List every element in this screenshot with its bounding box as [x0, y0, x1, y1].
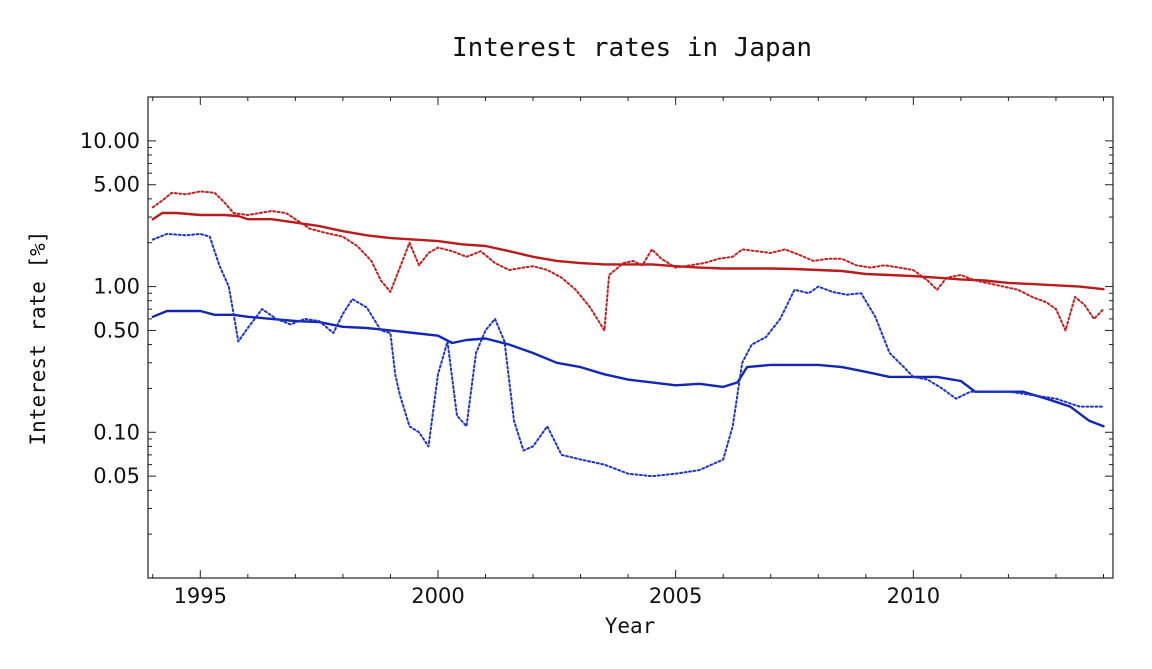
series-layer [151, 190, 1105, 478]
y-axis-label: Interest rate [%] [26, 231, 50, 446]
x-tick-label: 1995 [174, 584, 227, 608]
x-tick-label: 2000 [411, 584, 464, 608]
x-tick-label: 2010 [887, 584, 940, 608]
x-axis-label: Year [605, 614, 656, 638]
x-axis: 1995 2000 2005 2010 [152, 97, 1104, 608]
series-line-2 [151, 190, 1105, 332]
x-tick-label: 2005 [649, 584, 702, 608]
y-tick-label: 0.05 [93, 464, 140, 488]
series-line-4 [151, 232, 1105, 478]
y-tick-label: 5.00 [93, 173, 140, 197]
plot-area [147, 96, 1114, 579]
y-axis: 0.05 0.10 0.50 1.00 5.00 10.00 [80, 96, 1113, 579]
y-tick-label: 0.50 [93, 318, 140, 342]
y-tick-label: 0.10 [93, 420, 140, 444]
y-tick-label: 10.00 [80, 129, 140, 153]
y-tick-label: 1.00 [93, 275, 140, 299]
series-line-1 [151, 211, 1105, 291]
series-line-3 [151, 309, 1105, 428]
chart-title: Interest rates in Japan [452, 33, 812, 63]
